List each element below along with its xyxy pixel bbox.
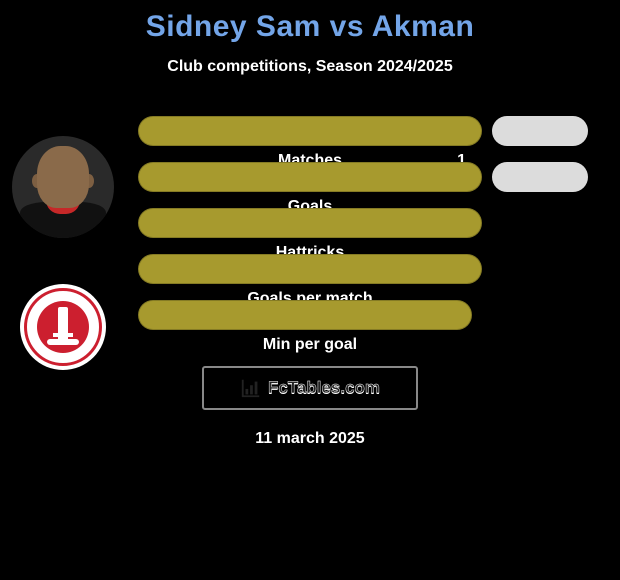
stat-row: Goals: [138, 162, 482, 192]
stat-bar-left: [138, 254, 482, 284]
page-title: Sidney Sam vs Akman: [0, 0, 620, 44]
stat-pill-right: [492, 162, 588, 192]
chart-icon: [240, 377, 262, 399]
footer-date: 11 march 2025: [0, 430, 620, 448]
subtitle: Club competitions, Season 2024/2025: [0, 58, 620, 76]
club-badge: [20, 284, 106, 370]
watermark-text: FcTables.com: [268, 378, 380, 398]
bars-area: Matches1 Goals Hattricks Goals per match Min…: [138, 116, 482, 330]
left-column: [10, 136, 115, 370]
stat-row: Matches1: [138, 116, 482, 146]
stat-bar-left: [138, 208, 482, 238]
stat-row: Hattricks: [138, 208, 482, 238]
stat-row: Min per goal: [138, 300, 482, 330]
stat-bar-left: [138, 162, 482, 192]
stat-label: Min per goal: [138, 330, 482, 360]
content-area: Matches1 Goals Hattricks Goals per match Min…: [0, 116, 620, 448]
player-photo: [12, 136, 114, 238]
stat-pill-right: [492, 116, 588, 146]
stat-bar-left: [138, 300, 472, 330]
stat-row: Goals per match: [138, 254, 482, 284]
comparison-card: Sidney Sam vs Akman Club competitions, S…: [0, 0, 620, 580]
stat-bar-left: [138, 116, 482, 146]
watermark: FcTables.com: [202, 366, 418, 410]
